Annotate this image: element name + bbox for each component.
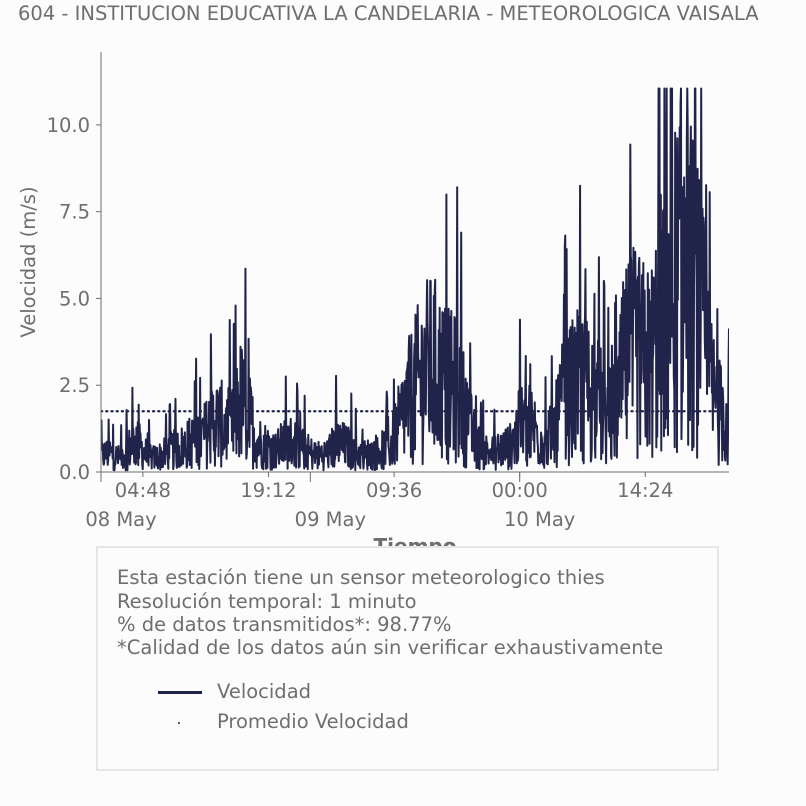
chart-area: 0.0 2.5 5.0 7.5 10.0 04:48 19:12 09:36 00:00 14:…	[17, 52, 729, 558]
y-tick-label: 0.0	[59, 461, 90, 484]
y-tick-label: 7.5	[59, 201, 90, 224]
series-velocidad	[101, 87, 729, 472]
x-date-label: 08 May	[85, 508, 156, 531]
series-group	[101, 87, 729, 472]
x-ticks: 04:48 19:12 09:36 00:00 14:24 08 May 09 May 10 …	[85, 472, 673, 531]
x-tick-label: 19:12	[240, 479, 296, 502]
y-ticks: 0.0 2.5 5.0 7.5 10.0	[47, 114, 101, 484]
x-date-label: 10 May	[504, 508, 575, 531]
quality-note: *Calidad de los datos aún sin verificar …	[117, 636, 664, 659]
y-tick-label: 2.5	[59, 374, 90, 397]
y-tick-label: 5.0	[59, 287, 90, 310]
x-tick-label: 09:36	[366, 479, 422, 502]
station-sensor-note: Esta estación tiene un sensor meteorolog…	[117, 566, 605, 589]
y-axis-label: Velocidad (m/s)	[17, 186, 40, 337]
chart-title: 604 - INSTITUCION EDUCATIVA LA CANDELARI…	[18, 2, 759, 25]
info-legend-box: Esta estación tiene un sensor meteorolog…	[96, 546, 719, 771]
legend-dot-swatch	[178, 722, 180, 724]
legend-label-promedio: Promedio Velocidad	[217, 710, 409, 733]
transmitted-data-note: % de datos transmitidos*: 98.77%	[117, 613, 452, 636]
legend-line-swatch	[158, 691, 202, 694]
x-tick-label: 14:24	[617, 479, 673, 502]
legend-label-velocidad: Velocidad	[217, 680, 312, 703]
x-tick-label: 04:48	[115, 479, 171, 502]
resolution-note: Resolución temporal: 1 minuto	[117, 590, 417, 613]
x-tick-label: 00:00	[492, 479, 548, 502]
y-tick-label: 10.0	[47, 114, 90, 137]
x-date-label: 09 May	[295, 508, 366, 531]
